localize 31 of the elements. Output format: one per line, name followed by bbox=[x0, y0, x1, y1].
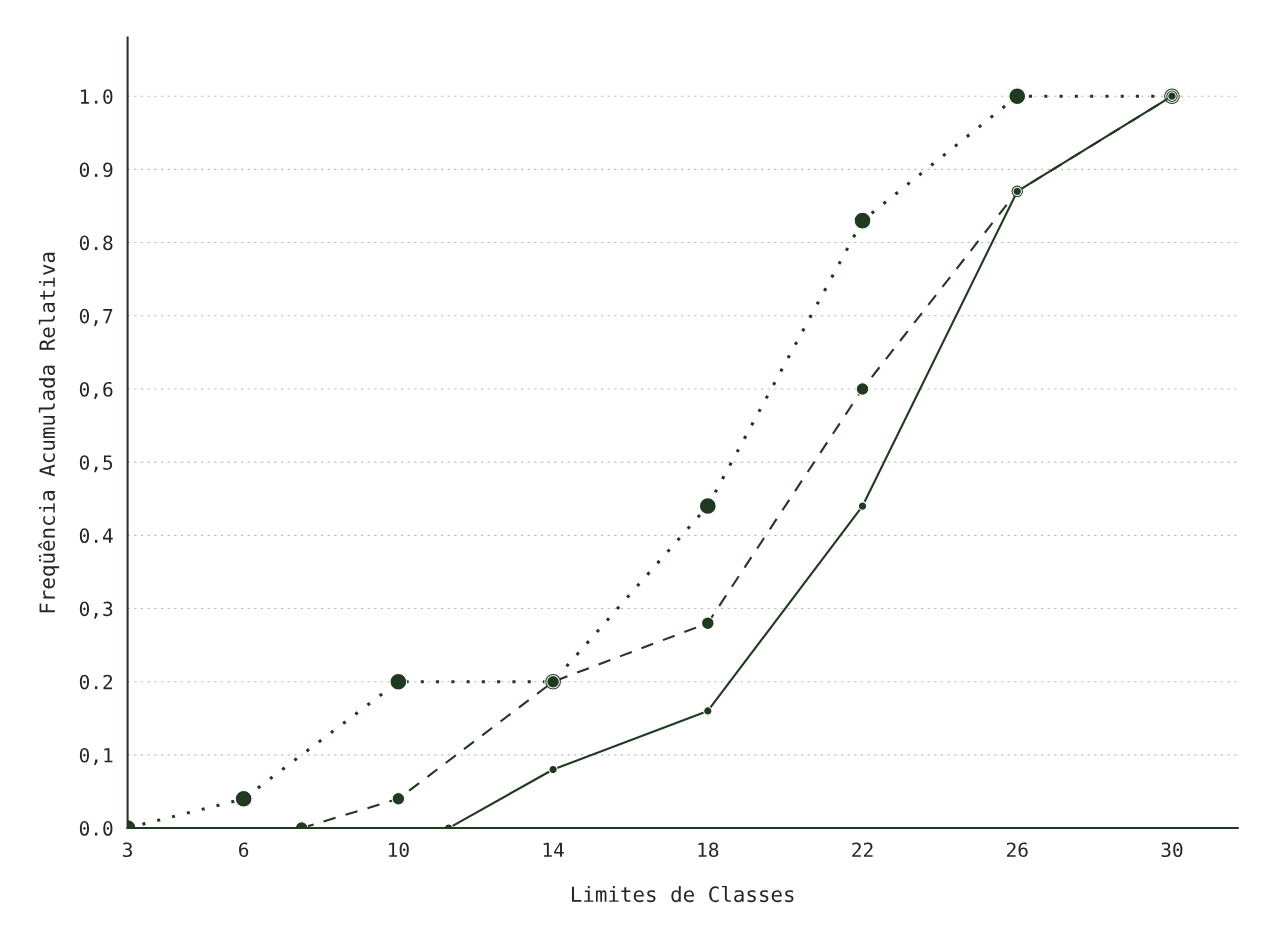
point bbox=[391, 792, 406, 806]
y-tick-label: 0,1 bbox=[79, 747, 113, 766]
point bbox=[389, 672, 408, 691]
y-tick-label: 0,7 bbox=[79, 308, 113, 326]
y-tick-label: 0.0 bbox=[79, 821, 113, 836]
x-tick-label: 22 bbox=[852, 842, 873, 857]
y-tick-label: 0,3 bbox=[79, 601, 113, 619]
point bbox=[853, 211, 872, 230]
y-tick-label: 0,5 bbox=[79, 455, 113, 473]
y-tick-label: 1.0 bbox=[80, 89, 113, 104]
y-tick-label: 0.8 bbox=[79, 235, 113, 251]
point bbox=[703, 706, 713, 716]
x-tick-label: 14 bbox=[543, 842, 564, 857]
y-tick-label: 0.2 bbox=[79, 674, 113, 690]
y-tick-label: 0,6 bbox=[79, 381, 113, 400]
point bbox=[701, 616, 715, 630]
point bbox=[857, 501, 868, 511]
x-tick-label: 18 bbox=[698, 842, 719, 858]
point bbox=[1008, 87, 1027, 106]
x-tick-label: 3 bbox=[123, 842, 132, 858]
y-tick-label: 0.9 bbox=[79, 162, 113, 178]
y-tick-label: 0.4 bbox=[79, 528, 113, 544]
point bbox=[234, 789, 253, 808]
x-tick-label: 10 bbox=[388, 842, 409, 858]
x-tick-label: 6 bbox=[239, 842, 249, 858]
y-axis-title: Freqüência Acumulada Relativa bbox=[38, 252, 60, 613]
x-tick-label: 26 bbox=[1006, 842, 1028, 858]
point bbox=[855, 382, 870, 396]
x-tick-label: 30 bbox=[1161, 842, 1183, 858]
x-axis-title: Limites de Classes bbox=[571, 885, 794, 903]
point bbox=[698, 497, 717, 515]
